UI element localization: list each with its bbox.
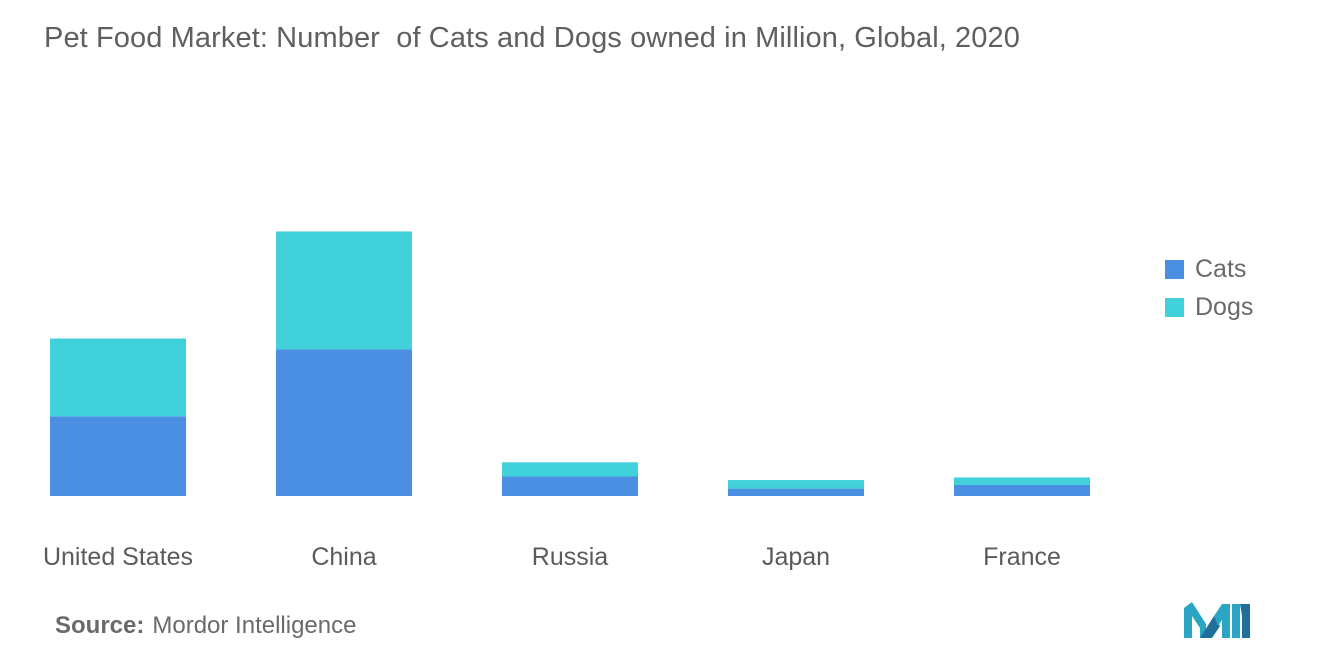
x-tick-label: China (311, 543, 376, 571)
chart-title: Pet Food Market: Number of Cats and Dogs… (44, 22, 1020, 54)
source-label: Source: (55, 612, 145, 639)
source-note: Source: Mordor Intelligence (55, 612, 356, 640)
legend-swatch-cats (1165, 259, 1184, 279)
bar-cats-russia (502, 476, 638, 496)
bar-dogs-russia (502, 462, 638, 477)
bar-cats-japan (728, 488, 864, 496)
x-tick-label: Japan (762, 543, 830, 571)
legend-label-dogs: Dogs (1195, 292, 1254, 321)
legend-item-dogs: Dogs (1165, 288, 1253, 326)
bar-dogs-japan (728, 480, 864, 489)
bar-cats-united-states (50, 416, 186, 496)
legend-label-cats: Cats (1195, 254, 1247, 283)
source-text: Mordor Intelligence (152, 612, 357, 639)
x-tick-label: France (983, 543, 1061, 571)
legend-item-cats: Cats (1165, 250, 1253, 288)
bar-cats-france (954, 484, 1090, 496)
bar-cats-china (276, 349, 412, 496)
legend: Cats Dogs (1165, 250, 1253, 326)
x-tick-label: United States (43, 543, 193, 571)
legend-swatch-dogs (1165, 297, 1184, 317)
bar-dogs-china (276, 231, 412, 350)
bar-dogs-france (954, 477, 1090, 485)
bar-dogs-united-states (50, 338, 186, 417)
mordor-intelligence-logo-icon (1184, 602, 1250, 645)
x-tick-label: Russia (532, 543, 609, 571)
